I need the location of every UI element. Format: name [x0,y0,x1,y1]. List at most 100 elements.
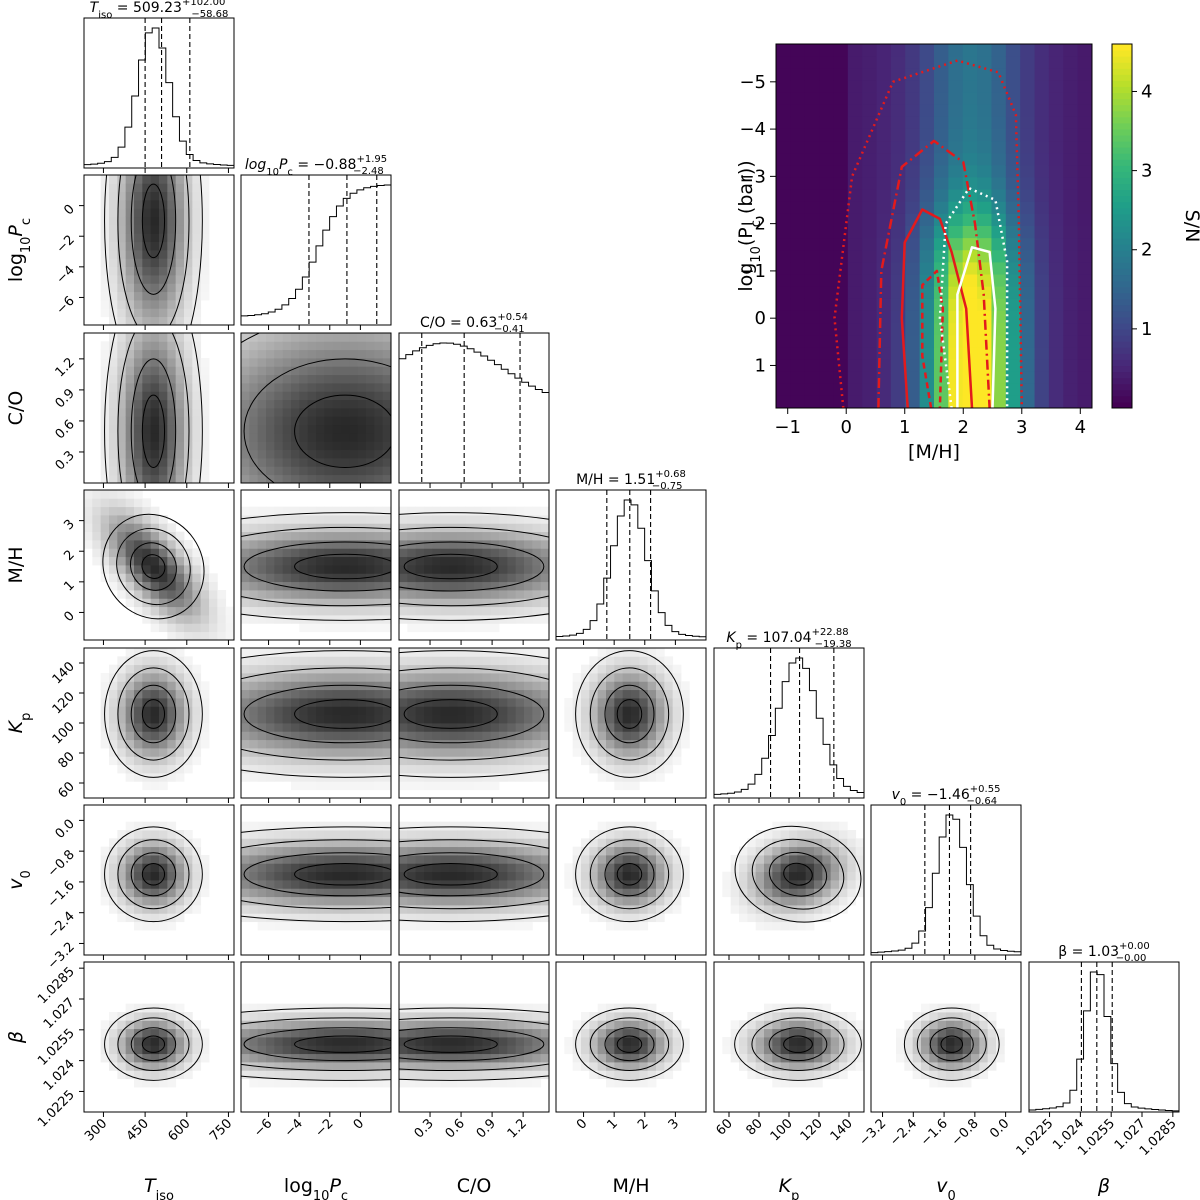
density-cell [407,871,417,881]
x-tick-label: −0.8 [949,1116,982,1149]
density-cell [772,855,782,864]
density-cell [382,714,391,724]
density-cell [299,466,309,476]
heatmap-cell [862,141,878,154]
density-cell [532,515,542,524]
density-cell [257,341,267,351]
density-cell [117,498,127,508]
density-cell [200,739,210,749]
density-cell [349,1037,359,1046]
density-cell [332,598,342,608]
density-contour [117,175,190,325]
density-cell [316,366,325,376]
error-minus: −0.75 [652,481,683,492]
density-cell [184,458,193,467]
density-cell [316,739,325,749]
density-cell [507,748,517,757]
density-cell [780,846,790,856]
density-cell [739,1062,748,1071]
density-cell [192,1045,202,1055]
density-cell [241,556,250,566]
density-cell [192,1020,202,1030]
density-cell [134,449,143,459]
density-cell [117,723,127,732]
density-cell [515,896,525,906]
density-cell [457,871,467,881]
density-cell [971,1062,980,1071]
density-cell [374,506,384,516]
density-cell [532,830,542,839]
density-cell [167,250,177,259]
density-cell [482,731,492,741]
density-cell [631,656,640,666]
heatmap-cell [776,383,791,397]
density-cell [772,905,782,914]
density-cell [672,880,682,889]
density-cell [117,333,127,342]
density-cell [159,664,168,674]
density-cell [357,781,367,791]
density-cell [257,441,267,451]
density-cell [307,739,317,749]
density-cell [855,855,864,864]
density-cell [257,573,267,583]
density-cell [524,871,533,881]
density-cell [282,565,292,574]
density-cell [415,573,425,583]
density-cell [822,896,832,906]
density-cell [175,1028,185,1038]
density-cell [117,300,127,309]
density-cell [291,905,300,914]
heatmap-cell [847,371,863,385]
density-cell [366,921,375,931]
density-cell [366,896,375,906]
density-cell [449,1078,458,1088]
panel-beta-Kp: 60 80 100 120 140 [713,961,865,1144]
density-cell [307,1012,317,1021]
density-cell [266,764,275,774]
density-cell [307,706,317,716]
density-cell [117,358,127,367]
density-cell [316,888,325,898]
density-cell [274,523,284,533]
density-cell [150,441,160,451]
density-cell [921,1053,930,1063]
density-cell [656,673,665,682]
density-cell [822,1070,832,1080]
density-cell [282,1028,292,1038]
density-cell [532,764,542,774]
density-cell [125,250,135,259]
density-cell [249,474,259,483]
density-cell [159,308,168,318]
density-cell [184,1053,193,1063]
density-cell [125,458,135,467]
density-cell [540,598,549,608]
density-cell [159,191,168,201]
density-cell [564,698,574,707]
density-cell [515,830,525,839]
density-cell [465,548,475,558]
density-cell [465,896,475,906]
density-cell [681,714,690,724]
density-cell [432,598,442,608]
density-cell [440,905,450,914]
density-cell [664,1045,674,1055]
density-cell [407,748,417,757]
error-minus: −19.38 [815,639,852,650]
density-cell [184,275,193,284]
density-cell [257,689,267,699]
density-cell [656,1037,665,1046]
density-cell [307,623,317,633]
density-cell [622,714,632,724]
density-cell [515,1062,525,1071]
density-cell [142,374,152,384]
density-cell [307,581,317,591]
heatmap-cell [804,177,820,191]
density-contour [616,699,643,729]
error-plus: +0.54 [497,312,528,323]
density-contour [403,1035,498,1053]
density-cell [257,698,267,707]
density-cell [109,838,118,848]
density-cell [524,565,533,574]
density-cell [764,905,773,914]
